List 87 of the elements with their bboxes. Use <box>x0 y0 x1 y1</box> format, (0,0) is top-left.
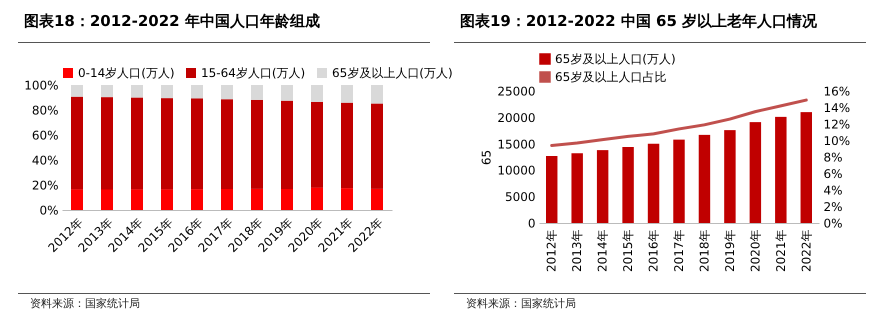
bar <box>251 188 263 210</box>
bar <box>221 85 233 100</box>
chart-title: 图表18：2012-2022 年中国人口年龄组成 <box>18 0 430 43</box>
bar <box>71 96 83 190</box>
y2-tick-label: 6% <box>824 167 843 181</box>
bar <box>596 150 608 223</box>
x-tick-label: 2012年 <box>544 230 559 272</box>
bar <box>281 189 293 210</box>
bar <box>191 98 203 190</box>
legend-label: 65岁及以上人口(万人) <box>332 66 453 80</box>
bar <box>648 144 660 223</box>
x-tick-label: 2015年 <box>621 230 636 272</box>
bar <box>251 85 263 100</box>
bar <box>101 97 113 190</box>
legend-label: 15-64岁人口(万人) <box>201 66 306 80</box>
x-tick-label: 2014年 <box>596 230 610 272</box>
x-tick-label: 2013年 <box>570 230 584 272</box>
y2-tick-label: 12% <box>824 118 850 132</box>
bar <box>281 85 293 101</box>
bar <box>341 102 353 188</box>
x-tick-label: 2022年 <box>799 230 814 272</box>
bar <box>673 140 685 223</box>
bar <box>800 112 812 223</box>
bar <box>71 85 83 97</box>
text: 资料来源：国家统计局 <box>454 293 866 311</box>
y-tick-label: 40% <box>32 154 58 168</box>
bar <box>698 134 710 223</box>
bar <box>341 85 353 103</box>
x-tick-label: 2016年 <box>646 230 661 272</box>
bar <box>371 188 383 210</box>
bar <box>71 189 83 210</box>
chart-title: 图表19：2012-2022 中国 65 岁以上老年人口情况 <box>454 0 866 43</box>
bar <box>161 189 173 210</box>
y-tick-label: 25000 <box>497 84 536 98</box>
y-tick-label: 100% <box>24 78 58 92</box>
bar <box>546 156 558 223</box>
y2-tick-label: 0% <box>824 216 843 230</box>
bar <box>281 100 293 189</box>
bar <box>191 85 203 98</box>
legend-label: 65岁及以上人口占比 <box>555 70 666 84</box>
bar <box>131 85 143 98</box>
y-axis-title: 65 <box>479 150 494 166</box>
bar <box>371 85 383 104</box>
bar <box>161 98 173 190</box>
bar <box>161 85 173 98</box>
bar <box>311 85 323 102</box>
bar <box>251 100 263 189</box>
bar <box>191 189 203 210</box>
y-tick-label: 80% <box>32 104 58 118</box>
y-tick-label: 5000 <box>504 190 536 204</box>
bar <box>571 153 583 223</box>
y-tick-label: 20% <box>32 178 58 192</box>
x-tick-label: 2020年 <box>748 230 762 272</box>
bar <box>101 190 113 210</box>
line-series <box>550 98 808 147</box>
bar <box>221 99 233 189</box>
bar <box>311 188 323 210</box>
y2-tick-label: 10% <box>824 134 850 148</box>
bar <box>724 130 736 223</box>
y2-tick-label: 4% <box>824 184 843 198</box>
y2-tick-label: 8% <box>824 150 843 164</box>
bar <box>311 102 323 188</box>
bar <box>750 122 762 223</box>
y2-tick-label: 14% <box>824 101 850 115</box>
bar <box>371 104 383 189</box>
y-tick-label: 0 <box>528 216 536 230</box>
text: 资料来源：国家统计局 <box>18 293 430 311</box>
y2-tick-label: 16% <box>824 84 850 98</box>
y-tick-label: 20000 <box>497 110 536 125</box>
bar <box>131 189 143 210</box>
legend-label: 65岁及以上人口(万人) <box>555 52 676 66</box>
legend-label: 0-14岁人口(万人) <box>78 66 175 80</box>
y-tick-label: 10000 <box>497 164 536 178</box>
bar <box>775 116 787 223</box>
x-tick-label: 2018年 <box>697 230 712 272</box>
bar <box>221 189 233 210</box>
bar <box>341 188 353 210</box>
x-tick-label: 2019年 <box>722 230 737 272</box>
x-tick-label: 2017年 <box>672 230 686 272</box>
y2-tick-label: 2% <box>824 200 843 214</box>
bar <box>622 146 634 223</box>
y-tick-label: 60% <box>32 128 58 142</box>
bar <box>101 85 113 98</box>
y-tick-label: 0% <box>39 204 58 218</box>
y-tick-label: 15000 <box>497 137 536 152</box>
x-tick-label: 2021年 <box>774 230 788 272</box>
bar <box>131 98 143 190</box>
